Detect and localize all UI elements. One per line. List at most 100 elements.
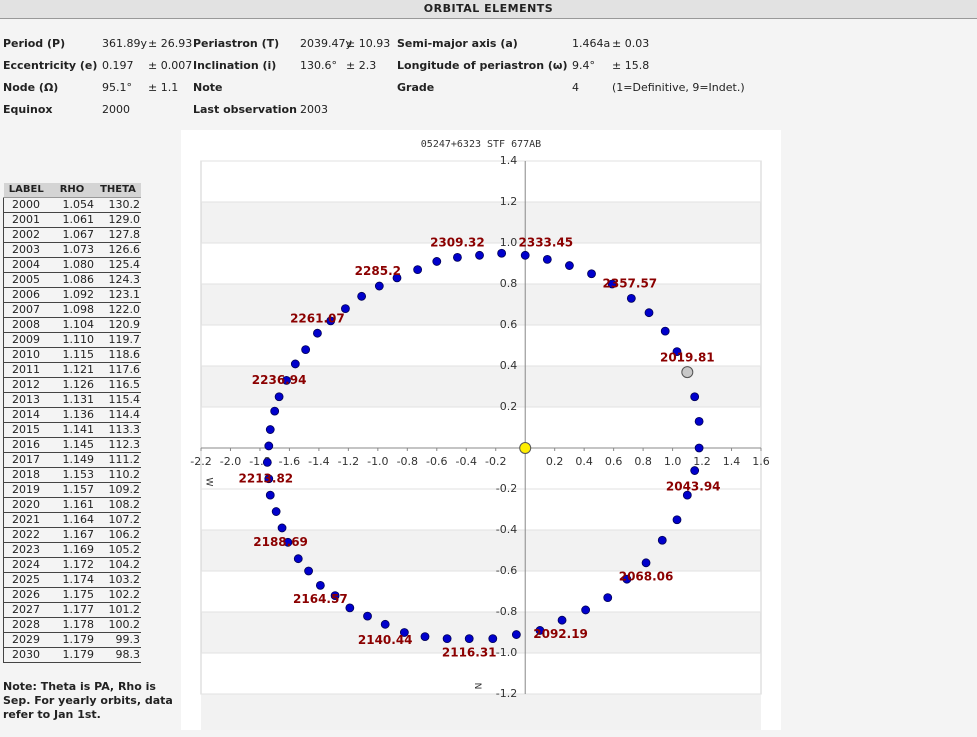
orbit-point [271, 507, 281, 516]
x-tick-label: 1.0 [664, 455, 682, 468]
table-cell: 98.3 [95, 647, 141, 663]
table-row: 2028 1.178 100.2 [3, 617, 141, 633]
annotation: 2019.81 [660, 350, 715, 364]
table-cell: 1.149 [49, 452, 95, 468]
table-cell: 1.164 [49, 512, 95, 528]
table-cell: 1.141 [49, 422, 95, 438]
table-cell: 1.104 [49, 317, 95, 333]
element-label: Last observation [193, 103, 297, 116]
orbit-point [330, 591, 340, 601]
element-value: 4 [572, 81, 579, 94]
orbit-point [672, 347, 682, 357]
table-cell: 2014 [3, 407, 49, 423]
orbit-point [475, 250, 484, 260]
orbit-point [607, 279, 617, 289]
table-cell: 2019 [3, 482, 49, 498]
table-cell: 114.4 [95, 407, 141, 423]
orbit-point [341, 304, 350, 314]
orbit-point [262, 457, 272, 467]
element-label: Grade [397, 81, 435, 94]
table-cell: 101.2 [95, 602, 141, 618]
table-cell: 2020 [3, 497, 49, 513]
table-cell: 1.157 [49, 482, 95, 498]
table-cell: 2008 [3, 317, 49, 333]
table-cell: 1.131 [49, 392, 95, 408]
header-title: ORBITAL ELEMENTS [0, 0, 977, 19]
table-cell: 109.2 [95, 482, 141, 498]
element-error: ± 1.1 [148, 81, 179, 94]
table-cell: 1.121 [49, 362, 95, 378]
annotation: 2068.06 [619, 570, 674, 584]
table-row: 2022 1.167 106.2 [3, 527, 141, 543]
table-body: 2000 1.054 130.2 2001 1.061 129.0 2002 1.067 127… [3, 197, 141, 663]
table-row: 2021 1.164 107.2 [3, 512, 141, 528]
y-tick-label: 0.2 [500, 400, 518, 413]
table-row: 2012 1.126 116.5 [3, 377, 141, 393]
element-error: ± 2.3 [346, 59, 377, 72]
band [201, 202, 761, 243]
orbit-point [264, 474, 274, 484]
table-row: 2011 1.121 117.6 [3, 362, 141, 378]
table-cell: 1.073 [49, 242, 95, 258]
element-value: 0.197 [102, 59, 134, 72]
orbit-point [374, 281, 384, 291]
y-tick-label: -0.8 [496, 605, 517, 618]
x-tick-label: -1.6 [279, 455, 300, 468]
x-tick-label: -2.0 [220, 455, 241, 468]
table-cell: 1.136 [49, 407, 95, 423]
y-tick-label: 0.4 [500, 359, 518, 372]
table-cell: 1.175 [49, 587, 95, 603]
band [201, 284, 761, 325]
orbit-point [442, 634, 452, 644]
table-row: 2002 1.067 127.8 [3, 227, 141, 243]
element-value: 95.1° [102, 81, 132, 94]
annotation: 2333.45 [519, 236, 574, 250]
x-tick-label: 1.6 [752, 455, 770, 468]
table-cell: 2007 [3, 302, 49, 318]
table-cell: 2017 [3, 452, 49, 468]
annotation: 2357.57 [603, 277, 658, 291]
table-cell: 2012 [3, 377, 49, 393]
orbit-point [581, 605, 591, 615]
table-row: 2024 1.172 104.2 [3, 557, 141, 573]
column-header: THETA [95, 183, 141, 198]
x-tick-label: 0.4 [575, 455, 593, 468]
orbit-point [520, 250, 530, 260]
annotation: 2213.82 [239, 471, 294, 485]
table-row: 2014 1.136 114.4 [3, 407, 141, 423]
table-row: 2020 1.161 108.2 [3, 497, 141, 513]
table-cell: 2005 [3, 272, 49, 288]
table-row: 2013 1.131 115.4 [3, 392, 141, 408]
orbit-point [392, 273, 402, 283]
table-cell: 2018 [3, 467, 49, 483]
orbit-point [304, 566, 313, 576]
x-tick-label: -1.4 [308, 455, 329, 468]
annotation: 2261.07 [290, 311, 345, 325]
x-tick-label: -0.8 [397, 455, 418, 468]
y-tick-label: -1.2 [496, 687, 517, 700]
table-cell: 106.2 [95, 527, 141, 543]
table-row: 2009 1.110 119.7 [3, 332, 141, 348]
table-cell: 1.172 [49, 557, 95, 573]
chart-title: 05247+6323 STF 677AB [421, 139, 541, 150]
table-cell: 125.4 [95, 257, 141, 273]
element-label: Node (Ω) [3, 81, 59, 94]
x-tick-label: 0.2 [546, 455, 564, 468]
y-tick-label: 0.8 [500, 277, 518, 290]
annotation: 2188.69 [253, 535, 308, 549]
table-cell: 124.3 [95, 272, 141, 288]
x-tick-label: -1.0 [367, 455, 388, 468]
orbit-point [283, 537, 293, 547]
table-cell: 103.2 [95, 572, 141, 588]
table-cell: 116.5 [95, 377, 141, 393]
orbit-point [690, 466, 700, 475]
element-label: Eccentricity (e) [3, 59, 98, 72]
annotation: 2309.32 [430, 236, 485, 250]
orbit-point [293, 554, 303, 564]
orbit-point [565, 261, 574, 270]
orbit-point [432, 257, 442, 266]
y-tick-label: 1.0 [500, 236, 518, 249]
orbit-point [542, 254, 552, 264]
table-cell: 122.0 [95, 302, 141, 318]
orbit-point [264, 441, 274, 451]
